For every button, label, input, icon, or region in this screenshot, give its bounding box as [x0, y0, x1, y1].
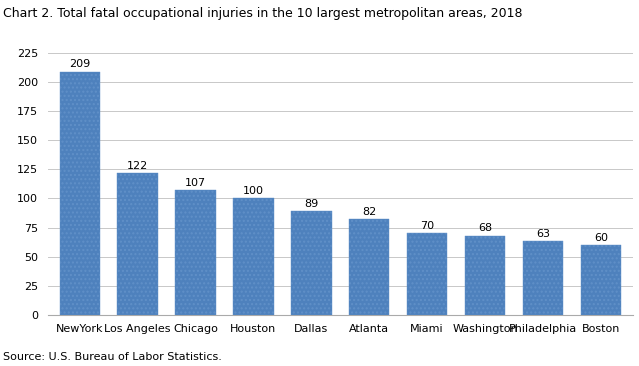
- Text: 63: 63: [536, 229, 550, 239]
- Bar: [59, 72, 100, 315]
- Text: 122: 122: [127, 161, 148, 171]
- Bar: [233, 198, 273, 315]
- Text: 89: 89: [304, 199, 318, 209]
- Bar: [465, 236, 505, 315]
- Text: 70: 70: [420, 221, 434, 231]
- Bar: [291, 211, 332, 315]
- Text: 209: 209: [69, 59, 90, 69]
- Bar: [407, 234, 447, 315]
- Bar: [118, 173, 158, 315]
- Bar: [580, 245, 621, 315]
- Bar: [523, 242, 563, 315]
- Text: 82: 82: [362, 207, 376, 217]
- Text: 100: 100: [243, 186, 264, 196]
- Text: 60: 60: [594, 233, 608, 243]
- Bar: [349, 219, 390, 315]
- Bar: [175, 190, 216, 315]
- Text: 68: 68: [478, 223, 492, 234]
- Text: Chart 2. Total fatal occupational injuries in the 10 largest metropolitan areas,: Chart 2. Total fatal occupational injuri…: [3, 7, 523, 20]
- Text: 107: 107: [185, 178, 206, 188]
- Text: Source: U.S. Bureau of Labor Statistics.: Source: U.S. Bureau of Labor Statistics.: [3, 352, 222, 362]
